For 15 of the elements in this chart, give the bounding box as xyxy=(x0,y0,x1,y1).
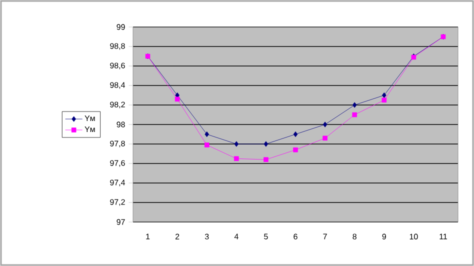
point xyxy=(264,157,268,162)
point xyxy=(382,98,387,103)
point xyxy=(382,92,386,98)
point xyxy=(293,131,298,138)
point xyxy=(293,147,298,152)
point xyxy=(352,102,357,108)
point xyxy=(174,96,180,102)
point xyxy=(264,141,268,147)
point xyxy=(322,136,328,141)
point xyxy=(352,112,357,118)
point xyxy=(204,131,210,138)
point xyxy=(322,122,328,128)
point xyxy=(234,156,239,162)
point xyxy=(234,141,239,147)
point xyxy=(204,142,210,148)
